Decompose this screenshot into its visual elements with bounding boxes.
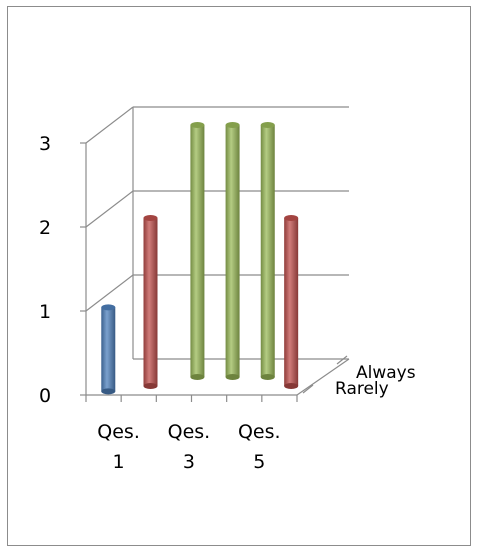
- x-tick-labels: Qes. 1 Qes. 3 Qes. 5: [97, 421, 280, 473]
- chart-walls: [86, 107, 350, 396]
- bar: [143, 215, 158, 389]
- bar: [225, 122, 240, 380]
- bar-top: [284, 215, 299, 221]
- floor-right-edge: [296, 358, 350, 396]
- bar-top: [225, 122, 240, 128]
- depth-tick: [302, 384, 314, 394]
- y-tick-label: 1: [39, 301, 51, 323]
- bar-top: [143, 215, 158, 221]
- bar: [284, 215, 299, 389]
- x-tick-label: 5: [253, 451, 265, 473]
- y-tick-label: 0: [39, 385, 51, 407]
- gridline-diagonal: [85, 190, 134, 228]
- bar: [101, 304, 116, 395]
- bar-base: [284, 383, 299, 389]
- depth-tick: [336, 355, 348, 365]
- bar-body: [190, 125, 205, 377]
- axes: [80, 142, 298, 402]
- x-tick-label: Qes.: [238, 421, 281, 443]
- bar-top: [190, 122, 205, 128]
- bar: [260, 122, 275, 380]
- y-tick-labels: 0 1 2 3: [39, 133, 51, 407]
- bar-body: [225, 125, 240, 377]
- bar-top: [101, 304, 116, 311]
- bar-base: [101, 388, 116, 395]
- bar-top: [260, 122, 275, 128]
- bar-base: [260, 374, 275, 380]
- gridline-diagonal: [85, 106, 134, 144]
- gridlines: [85, 106, 349, 312]
- y-tick-label: 2: [39, 217, 51, 239]
- x-tick-label: 3: [183, 451, 195, 473]
- x-tick-label: Qes.: [168, 421, 211, 443]
- bar-body: [101, 307, 116, 392]
- depth-label: Always: [356, 363, 416, 383]
- bars: [101, 122, 299, 395]
- bar-base: [190, 374, 205, 380]
- x-tick-label: Qes.: [97, 421, 140, 443]
- y-tick-label: 3: [39, 133, 51, 155]
- bar-base: [143, 383, 158, 389]
- bar-body: [260, 125, 275, 377]
- bar: [190, 122, 205, 380]
- gridline-diagonal: [85, 274, 134, 312]
- bar-base: [225, 374, 240, 380]
- depth-label: Rarely: [335, 379, 389, 399]
- x-tick-label: 1: [113, 451, 125, 473]
- bar-body: [143, 218, 158, 386]
- bar-body: [284, 218, 299, 386]
